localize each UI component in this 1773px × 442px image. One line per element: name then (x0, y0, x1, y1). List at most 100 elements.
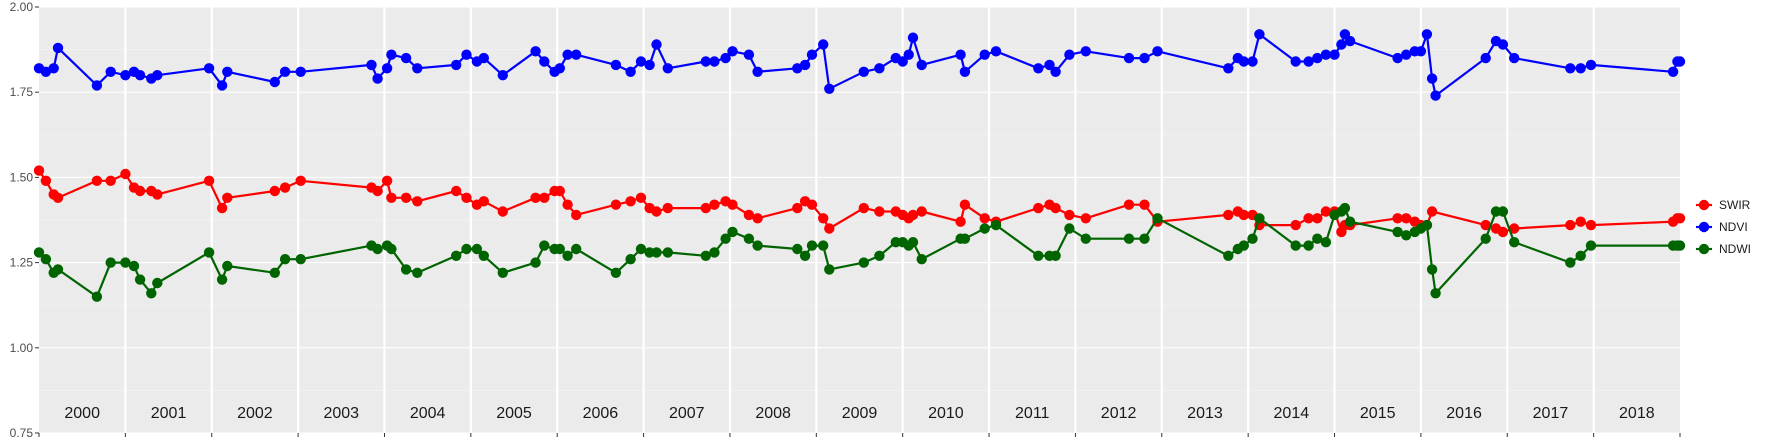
y-tick-label: 1.50 (10, 170, 34, 184)
data-point (818, 213, 829, 224)
data-point (907, 32, 919, 43)
data-point (1336, 39, 1347, 50)
data-point (709, 247, 720, 258)
data-point (700, 56, 711, 67)
data-point (152, 70, 163, 81)
data-point (1585, 59, 1597, 71)
data-point (91, 175, 103, 186)
data-point (727, 199, 738, 210)
data-point (1585, 219, 1597, 231)
data-point (571, 209, 582, 221)
data-point (897, 56, 908, 67)
data-point (478, 196, 489, 207)
data-point (1480, 52, 1491, 64)
data-point (610, 59, 622, 71)
data-point (128, 260, 140, 272)
year-label: 2010 (928, 405, 964, 422)
data-point (91, 291, 103, 302)
data-point (1290, 56, 1301, 67)
data-point (610, 199, 622, 210)
data-point (1401, 49, 1412, 60)
data-point (792, 63, 803, 74)
data-point (295, 254, 306, 265)
data-point (1223, 209, 1234, 221)
data-point (799, 250, 811, 261)
data-point (539, 240, 550, 251)
data-point (1344, 35, 1356, 47)
data-point (1223, 250, 1234, 261)
data-point (222, 260, 233, 272)
data-point (52, 192, 64, 203)
data-point (625, 196, 636, 207)
legend-marker (1698, 243, 1710, 255)
data-point (146, 288, 157, 299)
data-point (451, 185, 462, 197)
data-point (1050, 66, 1061, 78)
year-label: 2007 (669, 405, 705, 422)
data-point (990, 46, 1002, 57)
data-point (651, 247, 662, 258)
data-point (1247, 56, 1258, 67)
data-point (1667, 66, 1679, 78)
data-point (1254, 213, 1265, 224)
data-point (412, 63, 423, 74)
data-point (644, 59, 655, 71)
data-point (1480, 219, 1491, 231)
year-label: 2003 (323, 405, 359, 422)
data-point (858, 66, 869, 78)
data-point (222, 66, 233, 78)
data-point (1123, 52, 1135, 64)
data-point (1238, 56, 1250, 67)
data-point (1080, 233, 1092, 244)
data-point (752, 213, 763, 224)
data-point (1238, 240, 1250, 251)
data-point (1426, 264, 1438, 275)
data-point (1139, 233, 1150, 244)
data-point (979, 223, 990, 234)
data-point (562, 250, 573, 261)
year-label: 2008 (755, 405, 791, 422)
data-point (720, 52, 731, 64)
legend-marker (1698, 199, 1710, 211)
data-point (269, 267, 280, 278)
data-point (571, 49, 582, 60)
series-line (38, 33, 1680, 97)
data-point (1339, 202, 1351, 214)
data-point (1152, 213, 1163, 224)
data-point (1123, 233, 1135, 244)
data-point (134, 274, 146, 285)
data-point (152, 277, 163, 289)
data-point (105, 66, 116, 78)
data-point (752, 66, 763, 78)
data-point (279, 254, 291, 265)
data-point (52, 42, 64, 54)
legend: SWIR NDVI NDWI (1695, 196, 1751, 258)
data-point (295, 66, 306, 78)
data-point (105, 257, 116, 268)
data-point (1509, 52, 1520, 64)
data-point (959, 66, 971, 78)
data-point (120, 168, 131, 180)
data-point (874, 63, 885, 74)
data-point (806, 199, 818, 210)
data-point (471, 243, 483, 255)
data-point (478, 250, 489, 261)
data-point (222, 192, 233, 203)
data-point (105, 175, 116, 186)
data-point (203, 63, 215, 74)
data-point (709, 56, 720, 67)
data-point (1290, 219, 1301, 231)
data-point (134, 185, 146, 197)
data-point (562, 49, 573, 60)
data-point (1152, 46, 1163, 57)
data-point (1247, 233, 1258, 244)
data-point (818, 240, 829, 251)
data-point (1064, 223, 1075, 234)
data-point (1565, 257, 1576, 268)
data-point (907, 237, 919, 248)
data-point (381, 175, 393, 186)
data-point (979, 213, 990, 224)
data-point (1575, 63, 1586, 74)
data-point (1033, 202, 1044, 214)
